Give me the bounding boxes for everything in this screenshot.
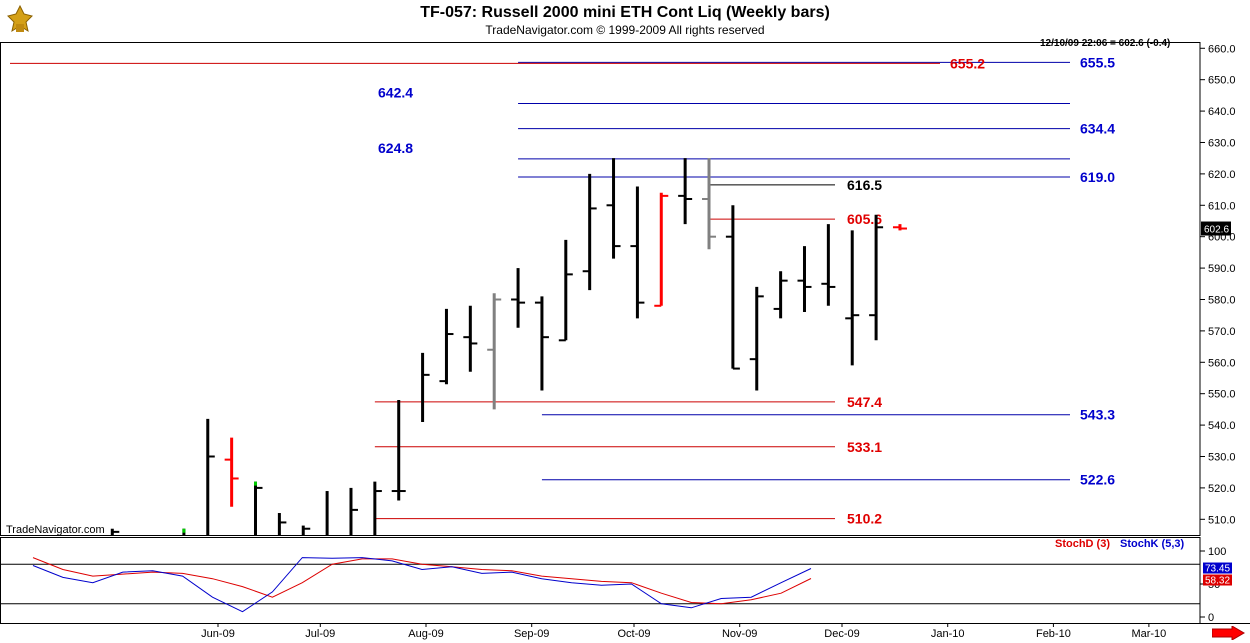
level-label: 522.6 [1080, 472, 1115, 488]
price-tick-label: 660.0 [1208, 43, 1236, 55]
date-tick-label: Dec-09 [824, 628, 859, 640]
level-label: 510.2 [847, 511, 882, 527]
price-tick-label: 640.0 [1208, 106, 1236, 118]
level-label: 655.5 [1080, 54, 1115, 70]
stochK-line [32, 557, 812, 613]
chart-title: TF-057: Russell 2000 mini ETH Cont Liq (… [420, 4, 830, 21]
price-panel-frame [0, 42, 1201, 536]
level-label: 619.0 [1080, 169, 1115, 185]
price-tick-label: 540.0 [1208, 420, 1236, 432]
price-tick-label: 650.0 [1208, 75, 1236, 87]
level-label: 543.3 [1080, 407, 1115, 423]
date-tick-label: Jan-10 [931, 628, 965, 640]
price-tick-label: 580.0 [1208, 294, 1236, 306]
trade-navigator-logo-icon [7, 4, 33, 33]
level-label: 533.1 [847, 439, 882, 455]
scroll-right-arrow-icon[interactable] [1212, 626, 1246, 640]
date-tick-label: Jul-09 [305, 628, 335, 640]
price-tick-label: 520.0 [1208, 483, 1236, 495]
price-tick-label: 590.0 [1208, 263, 1236, 275]
stochK-last-box [1203, 562, 1232, 574]
stochD-last-label: 58.32 [1205, 576, 1230, 587]
price-tick-label: 630.0 [1208, 137, 1236, 149]
last-price-label: 602.6 [1204, 225, 1229, 236]
date-tick-label: Jun-09 [201, 628, 235, 640]
date-tick-label: Feb-10 [1036, 628, 1071, 640]
date-tick-label: Aug-09 [408, 628, 443, 640]
price-tick-label: 550.0 [1208, 389, 1236, 401]
stoch-tick-label: 0 [1208, 612, 1214, 624]
last-price-box [1201, 221, 1231, 236]
stochK-last-label: 73.45 [1205, 564, 1230, 575]
stochD-legend: StochD (3) [1055, 538, 1110, 550]
level-label: 642.4 [378, 85, 413, 101]
date-tick-label: Mar-10 [1131, 628, 1166, 640]
level-label: 547.4 [847, 394, 882, 410]
price-tick-label: 610.0 [1208, 200, 1236, 212]
price-tick-label: 570.0 [1208, 326, 1236, 338]
watermark-text: TradeNavigator.com [6, 524, 105, 536]
level-label: 634.4 [1080, 121, 1115, 137]
date-tick-label: Oct-09 [617, 628, 650, 640]
level-label: 624.8 [378, 140, 413, 156]
last-quote: 12/10/09 22:06 = 602.6 (-0.4) [1040, 38, 1171, 49]
price-tick-label: 620.0 [1208, 169, 1236, 181]
stoch-tick-label: 100 [1208, 546, 1226, 558]
stochK-legend: StochK (5,3) [1120, 538, 1185, 550]
price-tick-label: 560.0 [1208, 357, 1236, 369]
price-tick-label: 510.0 [1208, 514, 1236, 526]
level-label: 605.6 [847, 211, 882, 227]
date-tick-label: Sep-09 [514, 628, 549, 640]
stochD-last-box [1203, 574, 1232, 586]
price-tick-label: 530.0 [1208, 451, 1236, 463]
level-label: 616.5 [847, 177, 882, 193]
date-tick-label: Nov-09 [722, 628, 757, 640]
level-label: 655.2 [950, 55, 985, 71]
stochastic-panel-frame [0, 537, 1201, 624]
chart-subtitle: TradeNavigator.com © 1999-2009 All right… [485, 23, 765, 37]
